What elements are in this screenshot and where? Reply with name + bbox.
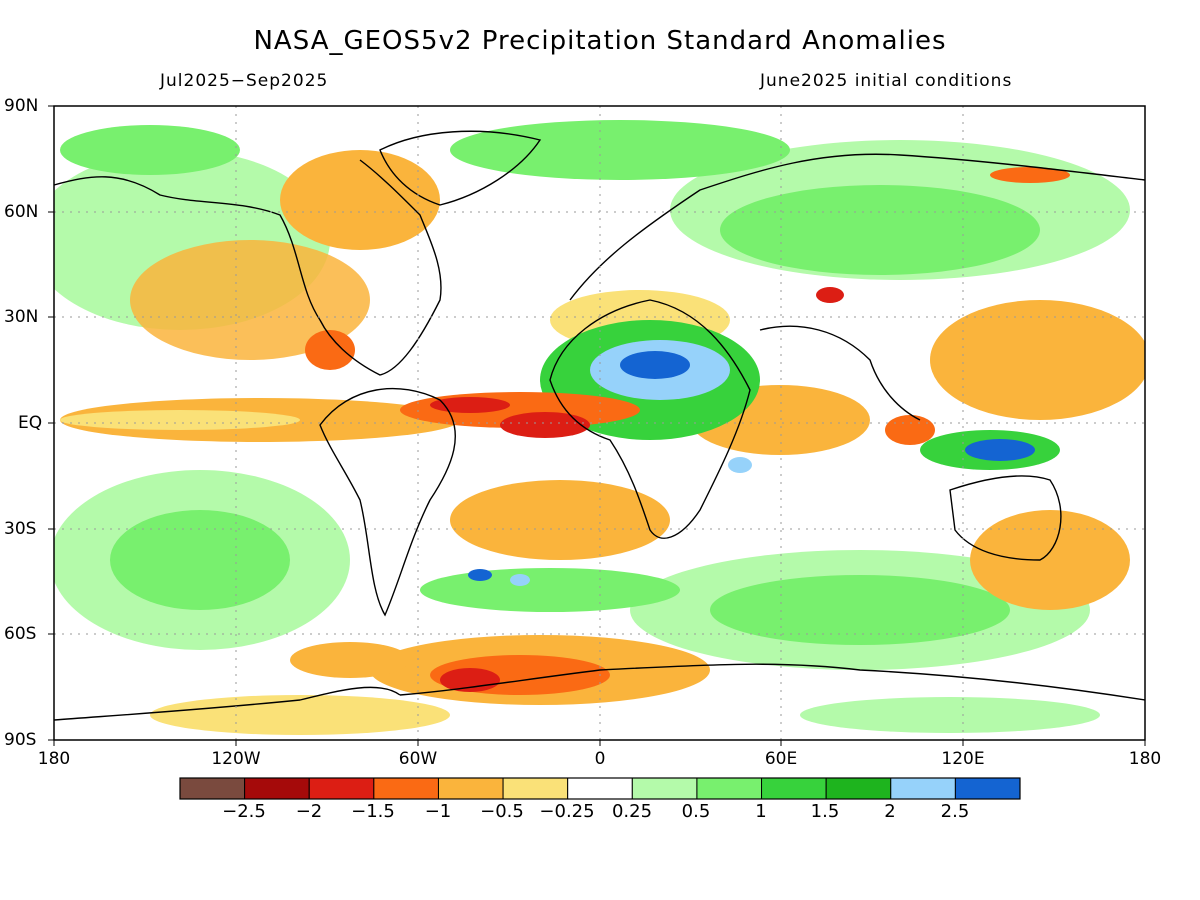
map-title: NASA_GEOS5v2 Precipitation Standard Anom… (253, 26, 947, 56)
axis-ticks (48, 105, 1146, 746)
legend-swatch (761, 777, 827, 800)
coastlines (53, 130, 1146, 721)
legend-label: −2 (295, 801, 323, 822)
legend-swatch (631, 777, 698, 800)
legend-swatch (502, 777, 569, 800)
lon-label: 0 (594, 749, 606, 769)
legend-swatch (373, 777, 439, 800)
legend-swatch (890, 777, 956, 800)
gridlines (54, 106, 1145, 740)
legend-swatch (179, 777, 246, 800)
lat-label: 60N (4, 202, 39, 222)
legend-label: −0.5 (480, 801, 524, 822)
legend-swatch (954, 777, 1021, 800)
legend-swatch (308, 777, 375, 800)
lat-label: 90S (4, 730, 37, 750)
legend-label: −0.25 (539, 801, 595, 822)
lat-label: 60S (4, 624, 37, 644)
lat-label: 30N (4, 307, 39, 327)
lat-label: 90N (4, 96, 39, 116)
lat-label: EQ (18, 413, 43, 433)
legend-swatch (437, 777, 504, 800)
legend-label: 2 (884, 801, 896, 822)
legend-swatch (567, 777, 633, 800)
lon-label: 60E (764, 749, 798, 769)
legend-label: −1.5 (351, 801, 395, 822)
lon-label: 180 (1128, 749, 1162, 769)
legend-swatch (244, 777, 310, 800)
initial-conditions: June2025 initial conditions (760, 71, 1013, 91)
legend-label: 1 (755, 801, 767, 822)
legend-label: 0.25 (611, 801, 653, 822)
lon-label: 60W (398, 749, 438, 769)
lon-label: 180 (37, 749, 71, 769)
legend-label: −1 (424, 801, 452, 822)
legend-label: −2.5 (222, 801, 266, 822)
lat-label: 30S (4, 519, 37, 539)
legend-outline (179, 777, 1021, 800)
lon-label: 120W (211, 749, 261, 769)
legend-label: 0.5 (681, 801, 711, 822)
legend-swatch (825, 777, 892, 800)
color-legend (179, 777, 1021, 800)
forecast-period: Jul2025−Sep2025 (160, 71, 329, 91)
legend-swatch (696, 777, 763, 800)
legend-label: 1.5 (810, 801, 840, 822)
legend-label: 2.5 (940, 801, 970, 822)
lon-label: 120E (941, 749, 985, 769)
